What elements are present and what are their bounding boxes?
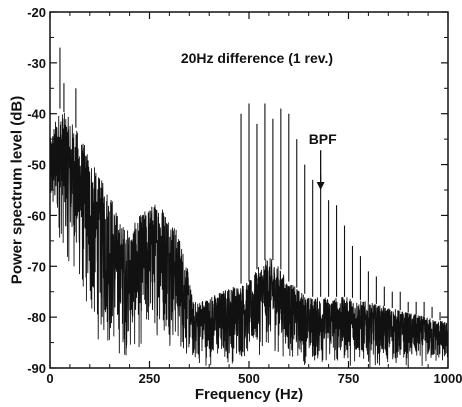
axis-ticks: 0 250 500 750 1000 -90 -80 -70 -60 -50 -40 -30 -20 [27, 5, 462, 386]
y-tick-label: -60 [27, 208, 46, 223]
y-tick-label: -30 [27, 56, 46, 71]
harmonic-peaks [59, 47, 441, 321]
y-tick-label: -70 [27, 259, 46, 274]
y-tick-label: -40 [27, 107, 46, 122]
bpf-arrow-head [316, 182, 325, 190]
y-tick-label: -90 [27, 361, 46, 376]
x-tick-label: 500 [238, 371, 260, 386]
x-tick-label: 0 [46, 371, 53, 386]
y-tick-label: -80 [27, 310, 46, 325]
annotation-background [166, 48, 347, 69]
annotation-rev-difference: 20Hz difference (1 rev.) [181, 50, 333, 66]
x-tick-label: 750 [338, 371, 360, 386]
x-axis-label: Frequency (Hz) [195, 386, 303, 403]
annotation-bpf: BPF [309, 131, 337, 147]
annotations: 20Hz difference (1 rev.) BPF [166, 48, 347, 190]
y-tick-label: -50 [27, 158, 46, 173]
y-tick-label: -20 [27, 5, 46, 20]
spectrum-series [49, 112, 449, 368]
y-axis-label: Power spectrum level (dB) [8, 96, 25, 284]
x-tick-label: 1000 [434, 371, 462, 386]
spectrum-trace [49, 112, 449, 368]
x-tick-label: 250 [139, 371, 161, 386]
